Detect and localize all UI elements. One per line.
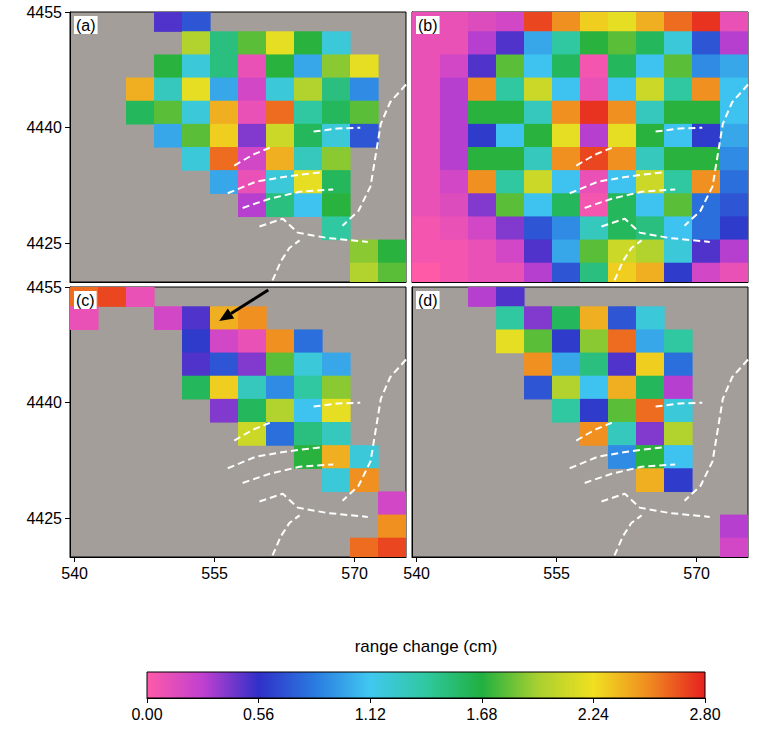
svg-text:2.80: 2.80 xyxy=(689,706,720,723)
svg-text:(c): (c) xyxy=(76,292,95,309)
svg-text:1.68: 1.68 xyxy=(466,706,497,723)
svg-text:2.24: 2.24 xyxy=(578,706,609,723)
svg-text:540: 540 xyxy=(61,565,88,582)
svg-text:540: 540 xyxy=(403,565,430,582)
svg-text:(b): (b) xyxy=(418,17,438,34)
svg-text:555: 555 xyxy=(201,565,228,582)
svg-text:(d): (d) xyxy=(418,292,438,309)
svg-text:4455: 4455 xyxy=(26,279,62,296)
svg-text:4425: 4425 xyxy=(26,235,62,252)
svg-text:(a): (a) xyxy=(76,17,96,34)
svg-text:570: 570 xyxy=(341,565,368,582)
svg-text:4455: 4455 xyxy=(26,4,62,21)
svg-text:4425: 4425 xyxy=(26,510,62,527)
svg-text:4440: 4440 xyxy=(26,119,62,136)
svg-text:4440: 4440 xyxy=(26,394,62,411)
svg-text:1.12: 1.12 xyxy=(355,706,386,723)
svg-text:570: 570 xyxy=(683,565,710,582)
svg-text:0.00: 0.00 xyxy=(131,706,162,723)
svg-text:555: 555 xyxy=(543,565,570,582)
svg-text:0.56: 0.56 xyxy=(243,706,274,723)
svg-text:range change (cm): range change (cm) xyxy=(355,637,498,656)
